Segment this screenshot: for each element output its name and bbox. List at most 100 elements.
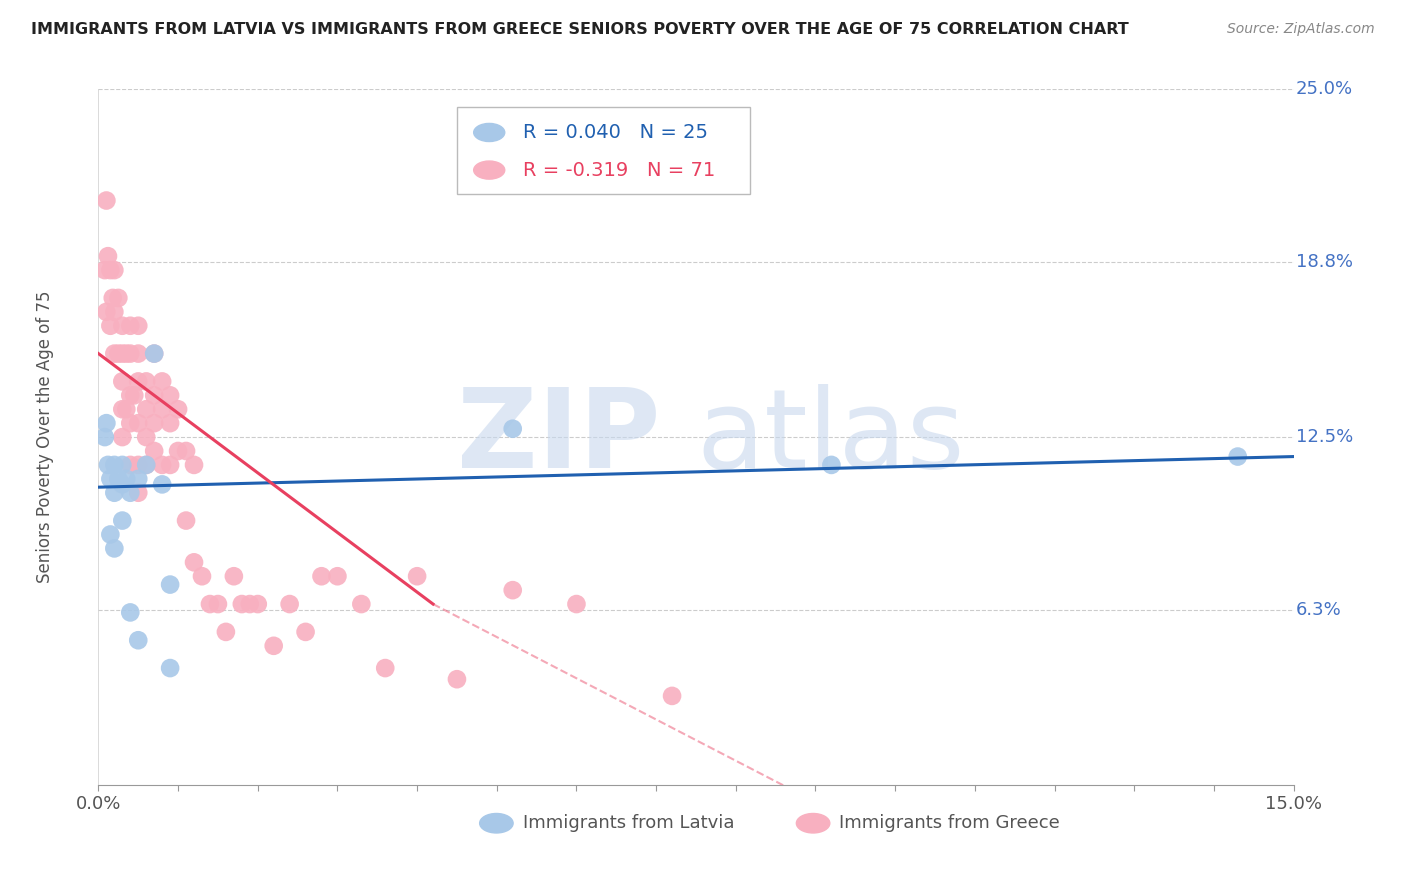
Point: [231, 597, 253, 611]
Text: 12.5%: 12.5%: [1296, 428, 1353, 446]
Point: [120, 458, 142, 472]
Point: [111, 375, 134, 389]
Text: atlas: atlas: [696, 384, 965, 491]
Point: [111, 346, 134, 360]
FancyBboxPatch shape: [457, 106, 749, 194]
Point: [246, 597, 269, 611]
Point: [820, 458, 842, 472]
Point: [127, 375, 149, 389]
Point: [278, 597, 301, 611]
Text: ZIP: ZIP: [457, 384, 661, 491]
Point: [167, 402, 190, 417]
Point: [174, 514, 197, 528]
Point: [150, 375, 173, 389]
Point: [502, 422, 524, 436]
Point: [120, 485, 142, 500]
Point: [159, 577, 181, 591]
Point: [103, 458, 125, 472]
Point: [115, 472, 138, 486]
Point: [159, 661, 181, 675]
Text: 6.3%: 6.3%: [1296, 600, 1341, 619]
Point: [222, 569, 245, 583]
Point: [120, 606, 142, 620]
Point: [107, 291, 129, 305]
Text: Source: ZipAtlas.com: Source: ZipAtlas.com: [1227, 22, 1375, 37]
Point: [111, 430, 134, 444]
Point: [103, 485, 125, 500]
Text: 18.8%: 18.8%: [1296, 252, 1353, 271]
Point: [98, 318, 122, 333]
Point: [94, 263, 117, 277]
Point: [207, 597, 229, 611]
Point: [135, 430, 157, 444]
Point: [94, 430, 117, 444]
Point: [143, 346, 166, 360]
Point: [111, 477, 134, 491]
Point: [159, 458, 181, 472]
Point: [159, 416, 181, 430]
Point: [191, 569, 214, 583]
Point: [159, 388, 181, 402]
Point: [127, 416, 149, 430]
Point: [143, 346, 166, 360]
Circle shape: [474, 161, 505, 179]
Point: [111, 318, 134, 333]
Point: [98, 527, 122, 541]
Text: R = 0.040   N = 25: R = 0.040 N = 25: [523, 123, 707, 142]
Point: [1226, 450, 1249, 464]
Point: [183, 555, 205, 569]
Point: [107, 472, 129, 486]
Text: IMMIGRANTS FROM LATVIA VS IMMIGRANTS FROM GREECE SENIORS POVERTY OVER THE AGE OF: IMMIGRANTS FROM LATVIA VS IMMIGRANTS FRO…: [31, 22, 1129, 37]
Point: [103, 346, 125, 360]
Point: [111, 514, 134, 528]
Point: [115, 402, 138, 417]
Point: [150, 402, 173, 417]
Point: [96, 305, 118, 319]
Point: [150, 458, 173, 472]
Point: [97, 249, 120, 263]
Point: [127, 458, 149, 472]
Point: [406, 569, 429, 583]
Point: [374, 661, 396, 675]
Circle shape: [479, 814, 513, 833]
Point: [311, 569, 333, 583]
Point: [150, 477, 173, 491]
Point: [135, 458, 157, 472]
Point: [135, 375, 157, 389]
Point: [294, 624, 316, 639]
Circle shape: [796, 814, 830, 833]
Point: [98, 472, 122, 486]
Point: [111, 402, 134, 417]
Point: [135, 402, 157, 417]
Point: [120, 346, 142, 360]
Point: [103, 263, 125, 277]
Point: [446, 672, 468, 686]
Point: [103, 541, 125, 556]
Point: [135, 458, 157, 472]
Point: [103, 305, 125, 319]
Point: [97, 458, 120, 472]
Point: [143, 388, 166, 402]
Point: [143, 416, 166, 430]
Point: [143, 444, 166, 458]
Text: Seniors Poverty Over the Age of 75: Seniors Poverty Over the Age of 75: [35, 291, 53, 583]
Point: [127, 346, 149, 360]
Point: [183, 458, 205, 472]
Point: [107, 346, 129, 360]
Text: Immigrants from Greece: Immigrants from Greece: [839, 814, 1060, 832]
Point: [565, 597, 588, 611]
Text: R = -0.319   N = 71: R = -0.319 N = 71: [523, 161, 714, 179]
Point: [101, 291, 124, 305]
Text: 25.0%: 25.0%: [1296, 80, 1353, 98]
Point: [127, 485, 149, 500]
Point: [96, 194, 118, 208]
Point: [115, 346, 138, 360]
Point: [120, 416, 142, 430]
Point: [127, 472, 149, 486]
Point: [127, 633, 149, 648]
Point: [263, 639, 285, 653]
Point: [198, 597, 221, 611]
Text: Immigrants from Latvia: Immigrants from Latvia: [523, 814, 734, 832]
Point: [96, 416, 118, 430]
Point: [661, 689, 683, 703]
